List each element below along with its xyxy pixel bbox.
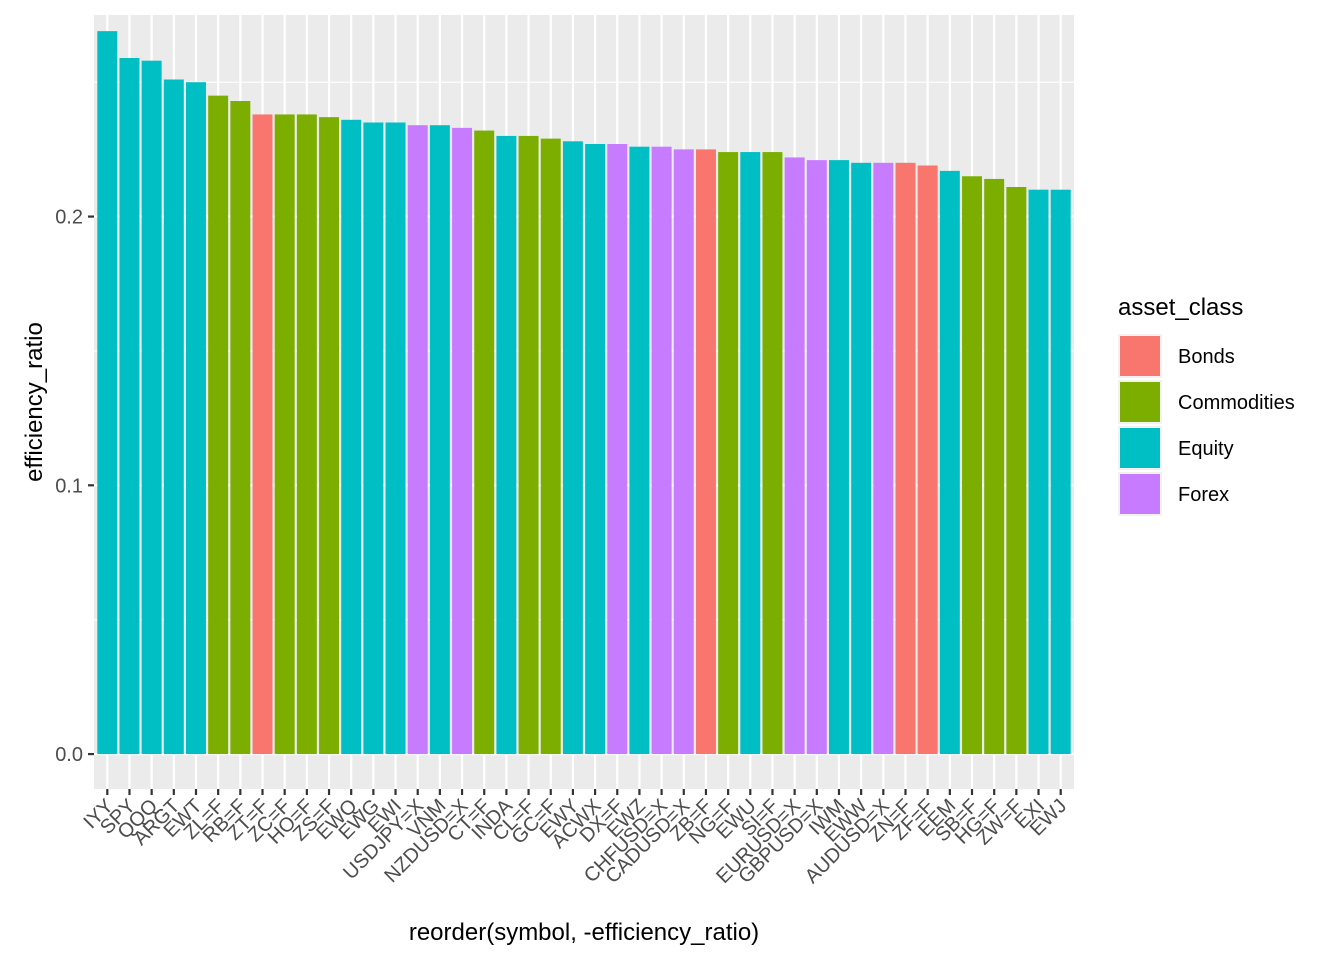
- bar-ewy: [562, 141, 583, 755]
- bar-gbpusd-x: [806, 160, 827, 755]
- bar-dx-f: [607, 144, 628, 755]
- bar-sb-f: [962, 176, 982, 755]
- bar-ewj: [1050, 189, 1071, 755]
- bar-hg-f: [984, 178, 1005, 755]
- bar-eww: [851, 162, 872, 755]
- y-tick-label: 0.0: [55, 744, 83, 766]
- bar-rb-f: [230, 101, 251, 755]
- bar-inda: [496, 135, 517, 755]
- legend-key-bonds: [1120, 336, 1160, 376]
- bar-usdjpy-x: [407, 125, 428, 755]
- bar-chfusd-x: [651, 146, 672, 755]
- legend-label-commodities: Commodities: [1178, 392, 1295, 414]
- bars: [97, 31, 1071, 755]
- legend: asset_class Bonds Commodities Equity Forex: [1118, 294, 1295, 516]
- y-tick-label: 0.1: [55, 475, 83, 497]
- y-axis-ticks: 0.0 0.1 0.2: [55, 207, 94, 766]
- bar-gc-f: [540, 138, 561, 755]
- y-tick-label: 0.2: [55, 207, 83, 229]
- legend-key-commodities: [1120, 382, 1160, 422]
- bar-zc-f: [274, 114, 295, 755]
- legend-label-equity: Equity: [1178, 438, 1234, 460]
- legend-items: Bonds Commodities Equity Forex: [1118, 334, 1295, 516]
- bar-zl-f: [208, 95, 229, 755]
- bar-audusd-x: [873, 162, 894, 755]
- bar-iyy: [97, 31, 118, 755]
- y-axis-title: efficiency_ratio: [21, 322, 48, 482]
- bar-zw-f: [1006, 187, 1027, 755]
- bar-exi: [1028, 189, 1049, 755]
- bar-cl-f: [518, 135, 539, 755]
- x-axis-title: reorder(symbol, -efficiency_ratio): [409, 919, 759, 946]
- legend-key-forex: [1120, 474, 1160, 514]
- bar-zt-f: [252, 114, 273, 755]
- bar-cadusd-x: [673, 149, 694, 755]
- bar-ewq: [341, 119, 362, 755]
- bar-nzdusd-x: [452, 127, 473, 755]
- bar-ewz: [629, 146, 650, 755]
- bar-ct-f: [474, 130, 495, 755]
- bar-ewg: [363, 122, 384, 755]
- bar-ng-f: [718, 152, 739, 755]
- bar-eurusd-x: [784, 157, 805, 755]
- bar-zf-f: [917, 165, 938, 755]
- bar-ewu: [740, 152, 761, 755]
- bar-iwm: [829, 160, 849, 755]
- bar-acwx: [585, 144, 606, 755]
- legend-key-equity: [1120, 428, 1160, 468]
- bar-ewt: [186, 82, 206, 755]
- bar-ewi: [385, 122, 406, 755]
- legend-title: asset_class: [1118, 294, 1243, 321]
- bar-si-f: [762, 152, 783, 755]
- legend-label-forex: Forex: [1178, 484, 1229, 506]
- bar-ho-f: [296, 114, 317, 755]
- bar-spy: [119, 58, 140, 755]
- bar-zs-f: [319, 117, 339, 755]
- bar-zb-f: [695, 149, 716, 755]
- bar-vnm: [429, 125, 450, 755]
- x-axis-ticks: IYYSPYQQQARGTEWTZL=FRB=FZT=FZC=FHO=FZS=F…: [79, 789, 1071, 888]
- bar-qqq: [141, 60, 162, 755]
- bar-eem: [939, 170, 960, 755]
- bar-argt: [163, 79, 184, 755]
- bar-zn-f: [895, 162, 916, 755]
- legend-label-bonds: Bonds: [1178, 346, 1235, 368]
